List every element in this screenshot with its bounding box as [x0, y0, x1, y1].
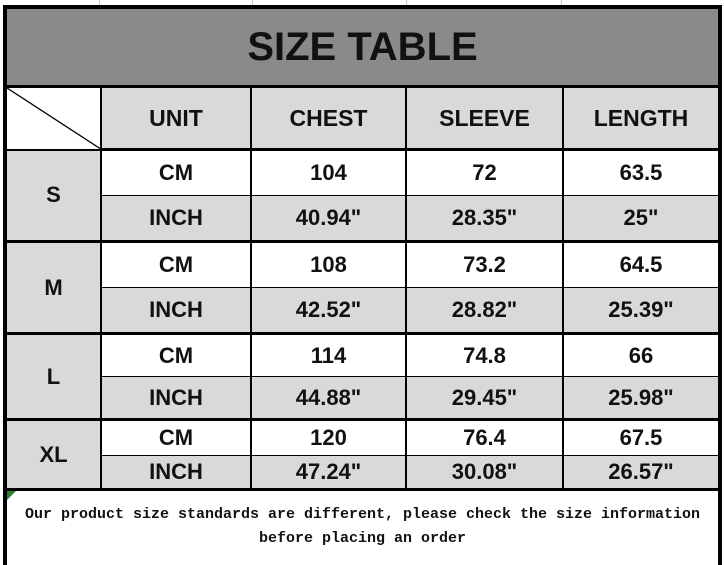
sleeve-inch-value: 30.08" — [405, 455, 564, 491]
length-inch-value: 25.98" — [562, 376, 721, 421]
unit-inch-label: INCH — [100, 195, 252, 243]
length-cm-value: 67.5 — [562, 418, 721, 456]
title-row: SIZE TABLE — [4, 6, 721, 88]
column-header-sleeve: SLEEVE — [405, 85, 564, 151]
footer-note-cell: Our product size standards are different… — [4, 488, 721, 565]
unit-cm-label: CM — [100, 418, 252, 456]
table-row: M CM 108 73.2 64.5 — [4, 240, 721, 335]
length-inch-value: 26.57" — [562, 455, 721, 491]
size-label-m: M — [4, 240, 102, 335]
chest-cm-value: 114 — [250, 332, 407, 377]
size-label-s: S — [4, 148, 102, 243]
diagonal-header-cell — [4, 85, 102, 151]
length-cm-value: 64.5 — [562, 240, 721, 288]
chest-cm-value: 120 — [250, 418, 407, 456]
size-label-l: L — [4, 332, 102, 421]
chest-inch-value: 42.52" — [250, 287, 407, 335]
unit-cm-label: CM — [100, 332, 252, 377]
table-row: S CM 104 72 63.5 — [4, 148, 721, 243]
unit-inch-label: INCH — [100, 287, 252, 335]
sleeve-cm-value: 72 — [405, 148, 564, 196]
sleeve-inch-value: 29.45" — [405, 376, 564, 421]
table-row: L CM 114 74.8 66 — [4, 332, 721, 421]
table-row: INCH 40.94" 28.35" 25" — [5, 195, 721, 243]
column-header-unit: UNIT — [100, 85, 252, 151]
chest-inch-value: 47.24" — [250, 455, 407, 491]
table-row: INCH 47.24" 30.08" 26.57" — [5, 455, 721, 491]
length-cm-value: 63.5 — [562, 148, 721, 196]
length-cm-value: 66 — [562, 332, 721, 377]
sleeve-inch-value: 28.35" — [405, 195, 564, 243]
column-header-length: LENGTH — [562, 85, 721, 151]
sleeve-inch-value: 28.82" — [405, 287, 564, 335]
gridline-tick — [406, 0, 407, 5]
table-title: SIZE TABLE — [4, 6, 721, 88]
chest-cm-value: 108 — [250, 240, 407, 288]
unit-inch-label: INCH — [100, 376, 252, 421]
chest-inch-value: 44.88" — [250, 376, 407, 421]
footer-note-line1: Our product size standards are different… — [24, 506, 701, 524]
table-row: XL CM 120 76.4 67.5 — [4, 418, 721, 491]
unit-cm-label: CM — [100, 240, 252, 288]
length-inch-value: 25" — [562, 195, 721, 243]
sleeve-cm-value: 76.4 — [405, 418, 564, 456]
gridline-tick — [252, 0, 253, 5]
size-label-xl: XL — [4, 418, 102, 491]
gridline-tick — [99, 0, 100, 5]
length-inch-value: 25.39" — [562, 287, 721, 335]
unit-inch-label: INCH — [100, 455, 252, 491]
sleeve-cm-value: 73.2 — [405, 240, 564, 288]
table-row: INCH 42.52" 28.82" 25.39" — [5, 287, 721, 335]
unit-cm-label: CM — [100, 148, 252, 196]
column-header-row: UNIT CHEST SLEEVE LENGTH — [4, 85, 721, 151]
sleeve-cm-value: 74.8 — [405, 332, 564, 377]
footer-row: Our product size standards are different… — [4, 488, 721, 565]
gridline-tick — [561, 0, 562, 5]
size-table: SIZE TABLE UNIT CHEST SLEEVE LENGTH S CM… — [3, 5, 722, 565]
table-row: INCH 44.88" 29.45" 25.98" — [5, 376, 721, 421]
diagonal-line-icon — [7, 88, 100, 149]
cell-error-indicator-icon — [7, 491, 16, 500]
chest-inch-value: 40.94" — [250, 195, 407, 243]
column-header-chest: CHEST — [250, 85, 407, 151]
footer-note-line2: before placing an order — [258, 529, 467, 547]
chest-cm-value: 104 — [250, 148, 407, 196]
